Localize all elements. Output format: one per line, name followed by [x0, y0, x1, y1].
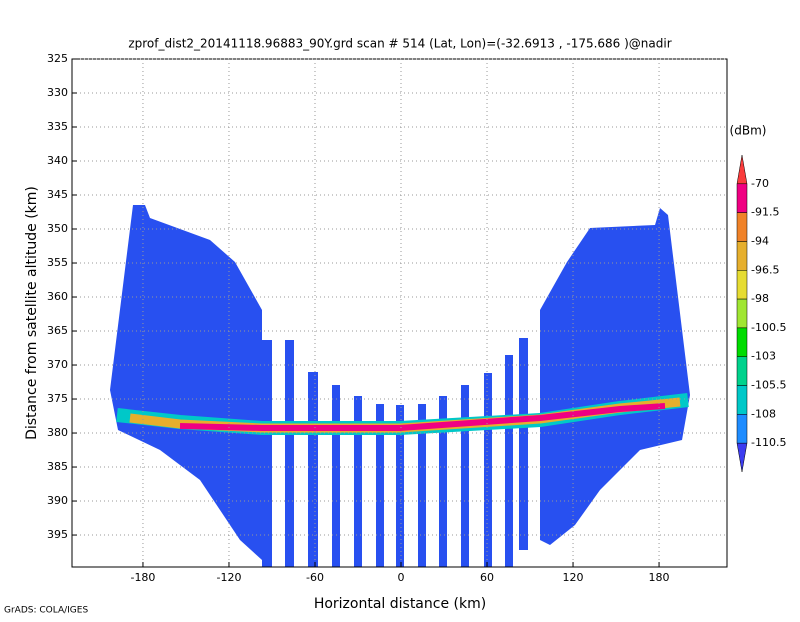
x-tick-label: -120 — [216, 571, 241, 584]
y-tick-label: 345 — [47, 188, 68, 201]
x-tick-label: 180 — [649, 571, 670, 584]
colorbar-swatch — [736, 183, 748, 213]
colorbar-swatch — [736, 385, 748, 415]
y-tick-label: 335 — [47, 120, 68, 133]
y-tick-label: 395 — [47, 528, 68, 541]
y-axis-label: Distance from satellite altitude (km) — [24, 186, 40, 440]
x-tick-label: -60 — [306, 571, 324, 584]
chart-title: zprof_dist2_20141118.96883_90Y.grd scan … — [128, 37, 671, 51]
colorbar-tick-label: -110.5 — [751, 436, 786, 449]
y-tick-label: 350 — [47, 222, 68, 235]
colorbar-label: (dBm) — [730, 124, 767, 138]
colorbar-tick-label: -108 — [751, 407, 776, 420]
colorbar-tick-label: -96.5 — [751, 263, 779, 276]
x-tick-label: 60 — [480, 571, 494, 584]
colorbar-swatch — [736, 356, 748, 386]
colorbar-swatch — [736, 414, 748, 444]
x-tick-label: -180 — [130, 571, 155, 584]
x-axis-label: Horizontal distance (km) — [314, 596, 486, 612]
y-tick-label: 365 — [47, 324, 68, 337]
x-tick-label: 0 — [398, 571, 405, 584]
colorbar-tick-label: -105.5 — [751, 379, 786, 392]
y-tick-label: 375 — [47, 392, 68, 405]
field — [110, 205, 690, 567]
colorbar-tick-label: -91.5 — [751, 206, 779, 219]
plot-frame — [71, 58, 728, 568]
colorbar-swatch — [736, 212, 748, 242]
y-tick-label: 380 — [47, 426, 68, 439]
y-tick-label: 360 — [47, 290, 68, 303]
colorbar-swatch — [736, 442, 748, 473]
y-tick-label: 330 — [47, 86, 68, 99]
colorbar-tick-label: -103 — [751, 350, 776, 363]
y-tick-label: 385 — [47, 460, 68, 473]
footer: GrADS: COLA/IGES — [4, 606, 88, 616]
colorbar-swatch — [736, 154, 748, 185]
x-tick-label: 120 — [563, 571, 584, 584]
y-tick-label: 325 — [47, 52, 68, 65]
colorbar-tick-label: -94 — [751, 234, 769, 247]
colorbar-tick-label: -70 — [751, 177, 769, 190]
colorbar-tick-label: -98 — [751, 292, 769, 305]
colorbar-swatch — [736, 241, 748, 271]
colorbar-swatch — [736, 270, 748, 300]
y-tick-label: 370 — [47, 358, 68, 371]
colorbar-swatch — [736, 298, 748, 329]
colorbar-tick-label: -100.5 — [751, 321, 786, 334]
y-tick-label: 340 — [47, 154, 68, 167]
colorbar-swatch — [736, 327, 748, 357]
y-tick-label: 355 — [47, 256, 68, 269]
y-tick-label: 390 — [47, 494, 68, 507]
